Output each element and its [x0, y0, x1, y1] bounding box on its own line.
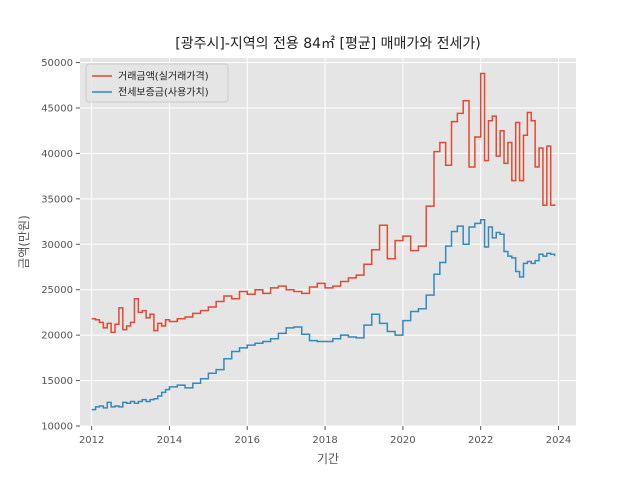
x-tick-label: 2018 [312, 435, 337, 446]
plot-area [80, 58, 576, 426]
y-tick-label: 10000 [41, 422, 73, 433]
legend: 거래금액(실거래가격) 전세보증금(사용가치) [85, 63, 229, 103]
x-axis-label: 기간 [317, 452, 339, 466]
y-tick-label: 20000 [41, 331, 73, 342]
legend-box [85, 63, 229, 103]
y-tick-label: 50000 [41, 58, 73, 69]
x-tick-label: 2022 [468, 435, 493, 446]
y-axis-label: 금액(만원) [17, 215, 31, 269]
series-line-1 [91, 72, 556, 334]
series-layer [91, 72, 556, 411]
y-tick-label: 15000 [41, 376, 73, 387]
x-tick-label: 2016 [235, 435, 260, 446]
x-tick-label: 2014 [157, 435, 182, 446]
grid [80, 58, 576, 427]
x-tick-label: 2024 [546, 435, 571, 446]
legend-label-1: 거래금액(실거래가격) [118, 70, 209, 83]
legend-label-2: 전세보증금(사용가치) [118, 87, 209, 99]
y-axis-ticks: 10000 15000 20000 25000 30000 35000 40000 45000… [41, 58, 80, 433]
x-axis-ticks: 2012 2014 2016 2018 2020 2022 2024 [79, 426, 571, 446]
x-tick-label: 2020 [390, 435, 415, 446]
x-tick-label: 2012 [79, 435, 104, 446]
series-line-2 [91, 218, 556, 411]
chart-title: [광주시]-지역의 전용 84㎡ [평균] 매매가와 전세가) [175, 36, 480, 52]
y-tick-label: 40000 [41, 149, 73, 160]
y-tick-label: 45000 [41, 103, 73, 114]
y-tick-label: 30000 [41, 240, 73, 251]
y-tick-label: 25000 [41, 285, 73, 296]
y-tick-label: 35000 [41, 194, 73, 205]
